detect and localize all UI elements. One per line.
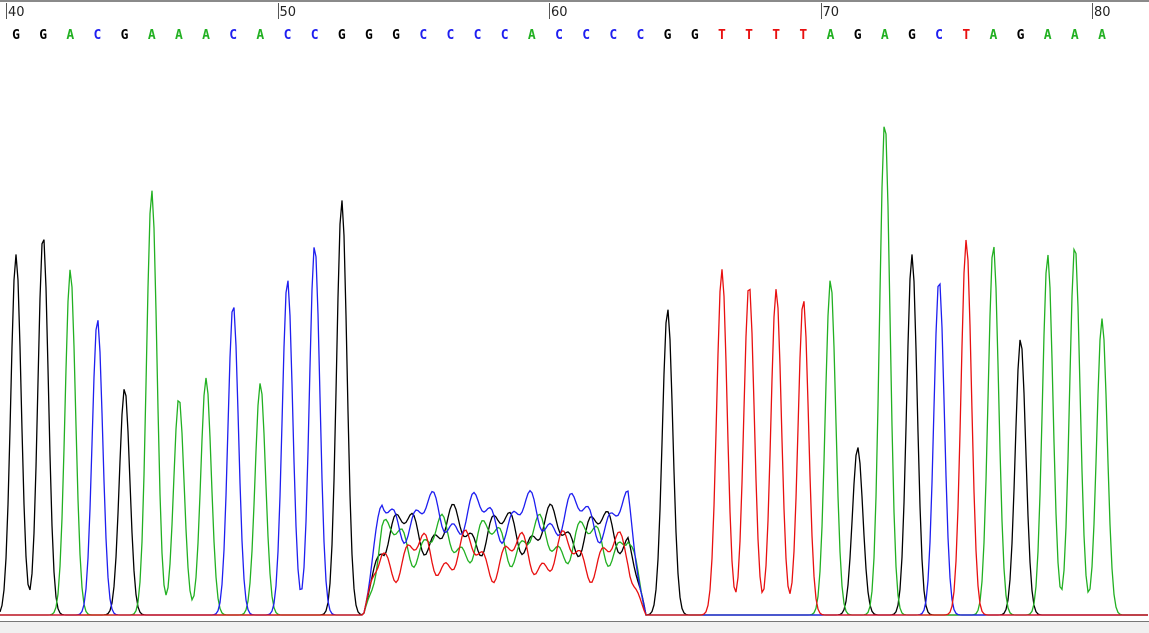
base-call: G [663,28,672,43]
base-call: A [256,28,265,43]
base-call: G [39,28,48,43]
ruler-tick-mark [1092,3,1093,19]
ruler-tick-label: 70 [822,5,840,20]
ruler-tick-label: 40 [8,5,25,20]
base-call: A [880,28,889,43]
ruler-tick-label: 80 [1094,5,1111,20]
base-call: G [392,28,401,43]
base-call: G [120,28,129,43]
base-call: C [93,28,102,43]
base-call: A [202,28,210,43]
base-call: A [826,28,835,43]
base-call: G [365,28,373,43]
base-call: T [799,28,808,43]
base-call: C [636,28,645,43]
base-call: T [962,28,971,43]
base-call: G [853,28,862,43]
base-call: C [555,28,563,43]
horizontal-scrollbar[interactable] [0,621,1149,633]
base-call: G [908,28,916,43]
top-border [0,0,1149,2]
base-call: A [1043,28,1052,43]
ruler-tick-mark [820,3,822,19]
base-call: C [582,28,591,43]
base-call: G [1016,28,1025,43]
base-call: C [935,28,944,43]
base-call: C [419,28,428,43]
trace-T [0,239,1148,616]
base-call: A [147,28,156,43]
base-call: G [690,28,699,43]
ruler-tick-label: 50 [279,5,297,20]
base-call: A [66,28,75,43]
ruler-tick-mark [6,3,7,19]
base-call: A [174,28,183,43]
ruler-tick-mark [277,3,279,19]
base-call: A [1070,28,1079,43]
ruler-tick-label: 60 [551,5,568,20]
trace-A [0,126,1148,616]
trace-C [0,247,1148,616]
base-call: G [12,28,20,43]
base-call: T [772,28,781,43]
base-call: T [745,28,753,43]
base-call: A [1098,28,1106,43]
base-call: C [473,28,482,43]
base-call: T [717,28,726,43]
base-call: C [283,28,292,43]
base-call: A [989,28,998,43]
base-call: C [500,28,509,43]
position-ruler: 40 50 60 70 80 [0,2,1149,24]
base-call: A [527,28,536,43]
ruler-tick-mark [549,3,550,19]
base-call: C [609,28,618,43]
base-call: C [229,28,238,43]
base-call: G [337,28,346,43]
base-call: C [446,28,455,43]
base-call: C [310,28,319,43]
